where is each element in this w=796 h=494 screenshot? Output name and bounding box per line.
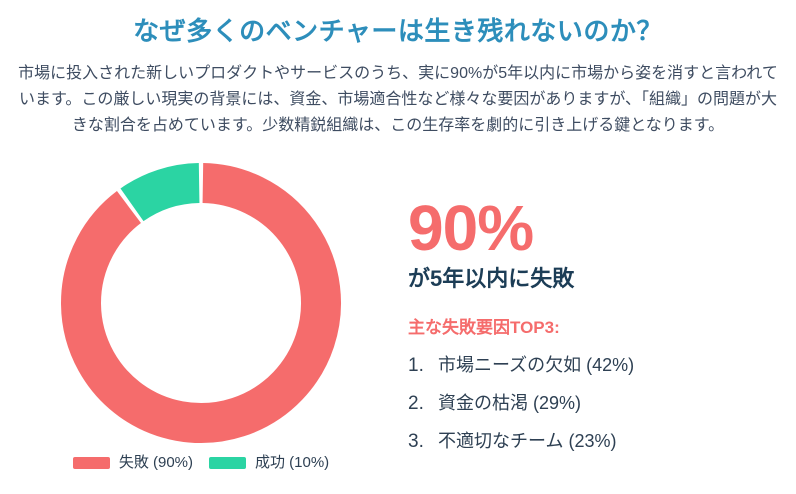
donut-chart[interactable] [60,162,342,444]
reasons-list: 1. 市場ニーズの欠如 (42%) 2. 資金の枯渇 (29%) 3. 不適切な… [408,354,790,453]
page-title: なぜ多くのベンチャーは生き残れないのか？ [133,16,663,46]
list-item: 2. 資金の枯渇 (29%) [408,392,790,415]
legend-item-failure[interactable]: 失敗 (90%) [72,454,193,472]
chart-legend: 失敗 (90%) 成功 (10%) [0,450,402,476]
stats-panel: 90% が5年以内に失敗 主な失敗要因TOP3: 1. 市場ニーズの欠如 (42… [408,196,790,468]
donut-slice-0[interactable] [61,163,341,443]
reason-text: 市場ニーズの欠如 (42%) [438,355,635,375]
reason-rank: 3. [408,431,424,452]
stat-number: 90% [408,192,534,264]
reason-rank: 1. [408,355,424,376]
list-item: 1. 市場ニーズの欠如 (42%) [408,354,790,377]
failure-swatch-icon [72,457,110,469]
reason-text: 資金の枯渇 (29%) [438,393,582,413]
legend-item-success[interactable]: 成功 (10%) [209,454,329,472]
reason-text: 不適切なチーム (23%) [438,431,617,451]
list-item: 3. 不適切なチーム (23%) [408,430,790,453]
intro-paragraph: 市場に投入された新しいプロダクトやサービスのうち、実に90%が5年以内に市場から… [18,65,778,134]
legend-label-success: 成功 (10%) [255,454,330,471]
donut-slice-1[interactable] [120,163,201,222]
stat-label: が5年以内に失敗 [408,266,575,291]
success-swatch-icon [209,457,246,469]
reason-rank: 2. [408,393,424,414]
legend-label-failure: 失敗 (90%) [118,454,193,471]
reasons-heading: 主な失敗要因TOP3: [408,318,560,337]
